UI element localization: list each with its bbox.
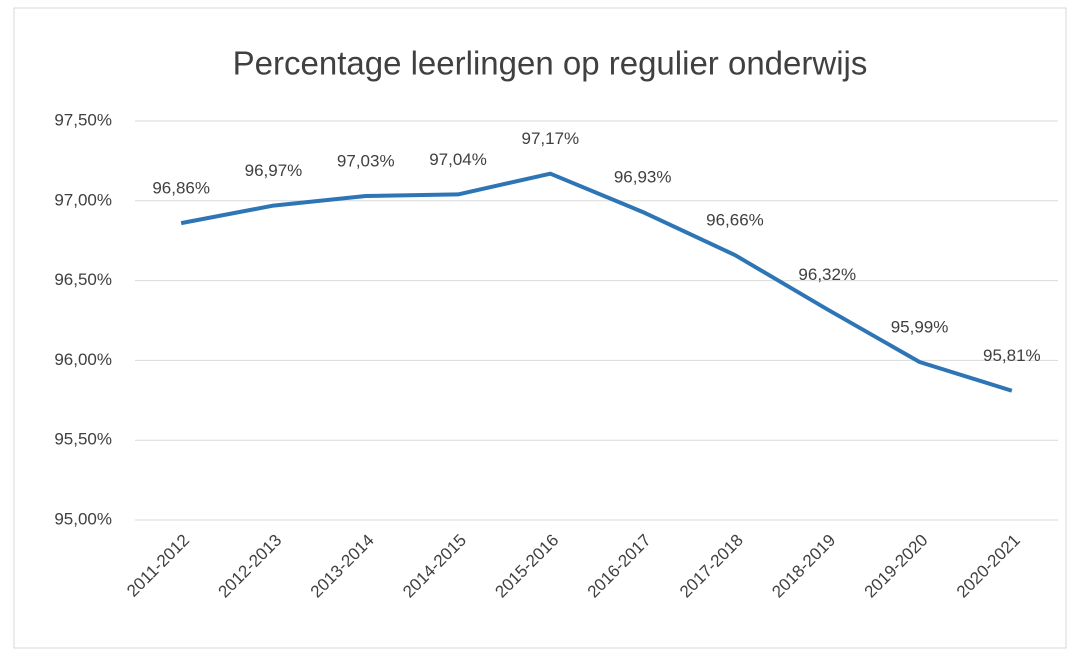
- y-tick-label: 95,00%: [54, 509, 112, 528]
- data-label: 96,32%: [798, 265, 856, 284]
- data-label: 95,99%: [891, 317, 949, 336]
- data-label: 97,04%: [429, 150, 487, 169]
- y-tick-label: 95,50%: [54, 430, 112, 449]
- chart-frame: [13, 7, 1067, 649]
- data-label: 95,81%: [983, 346, 1041, 365]
- data-label: 97,17%: [522, 129, 580, 148]
- y-tick-label: 97,00%: [54, 190, 112, 209]
- data-label: 96,66%: [706, 211, 764, 230]
- data-label: 96,93%: [614, 167, 672, 186]
- chart-title: Percentage leerlingen op regulier onderw…: [233, 45, 868, 82]
- data-label: 97,03%: [337, 151, 395, 170]
- y-tick-label: 96,00%: [54, 350, 112, 369]
- y-tick-label: 96,50%: [54, 270, 112, 289]
- y-tick-label: 97,50%: [54, 110, 112, 129]
- line: [180, 171, 1013, 393]
- data-label: 96,86%: [152, 179, 210, 198]
- data-label: 96,97%: [245, 161, 303, 180]
